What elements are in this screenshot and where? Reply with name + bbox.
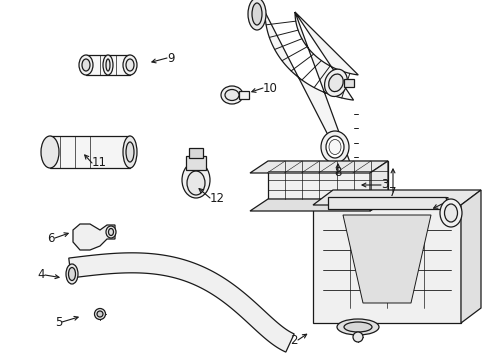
Ellipse shape xyxy=(439,199,461,227)
Ellipse shape xyxy=(224,90,239,100)
Bar xyxy=(239,91,248,99)
Ellipse shape xyxy=(444,204,457,222)
Bar xyxy=(327,197,445,209)
Text: 3: 3 xyxy=(380,179,387,192)
Bar xyxy=(50,136,130,168)
Ellipse shape xyxy=(79,55,93,75)
Polygon shape xyxy=(73,224,115,250)
Ellipse shape xyxy=(68,267,75,280)
Polygon shape xyxy=(369,161,387,211)
Polygon shape xyxy=(312,205,460,323)
Polygon shape xyxy=(249,199,387,211)
Ellipse shape xyxy=(108,229,113,235)
Ellipse shape xyxy=(106,59,110,71)
Polygon shape xyxy=(264,12,358,185)
Ellipse shape xyxy=(325,136,343,158)
Ellipse shape xyxy=(103,55,113,75)
Ellipse shape xyxy=(247,0,265,30)
Ellipse shape xyxy=(123,136,137,168)
Bar xyxy=(343,79,353,87)
Ellipse shape xyxy=(324,69,346,96)
Ellipse shape xyxy=(328,74,343,91)
Bar xyxy=(185,156,205,170)
Text: 1: 1 xyxy=(443,197,450,210)
Text: 4: 4 xyxy=(38,269,45,282)
Polygon shape xyxy=(342,215,430,303)
Text: 9: 9 xyxy=(167,51,174,64)
Ellipse shape xyxy=(352,332,362,342)
Polygon shape xyxy=(69,253,294,352)
Text: 2: 2 xyxy=(290,333,297,346)
Text: 8: 8 xyxy=(334,166,341,180)
Ellipse shape xyxy=(82,59,90,71)
Text: 5: 5 xyxy=(55,315,62,328)
Ellipse shape xyxy=(126,59,134,71)
Ellipse shape xyxy=(182,162,209,198)
Text: 7: 7 xyxy=(388,185,396,198)
Ellipse shape xyxy=(320,131,348,163)
Text: 10: 10 xyxy=(263,81,277,94)
Bar xyxy=(189,148,203,158)
Ellipse shape xyxy=(94,309,105,320)
Ellipse shape xyxy=(186,171,204,195)
Ellipse shape xyxy=(343,322,371,332)
Bar xyxy=(86,55,130,75)
Ellipse shape xyxy=(328,139,340,154)
Polygon shape xyxy=(267,161,387,199)
Ellipse shape xyxy=(221,86,243,104)
Text: 11: 11 xyxy=(92,157,107,170)
Ellipse shape xyxy=(123,55,137,75)
Ellipse shape xyxy=(66,264,78,284)
Ellipse shape xyxy=(106,226,116,238)
Ellipse shape xyxy=(126,142,134,162)
Polygon shape xyxy=(460,190,480,323)
Text: 12: 12 xyxy=(209,192,224,204)
Ellipse shape xyxy=(97,311,103,317)
Polygon shape xyxy=(249,161,387,173)
Ellipse shape xyxy=(336,319,378,335)
Ellipse shape xyxy=(251,3,262,25)
Polygon shape xyxy=(312,190,480,205)
Text: 6: 6 xyxy=(47,231,55,244)
Ellipse shape xyxy=(41,136,59,168)
